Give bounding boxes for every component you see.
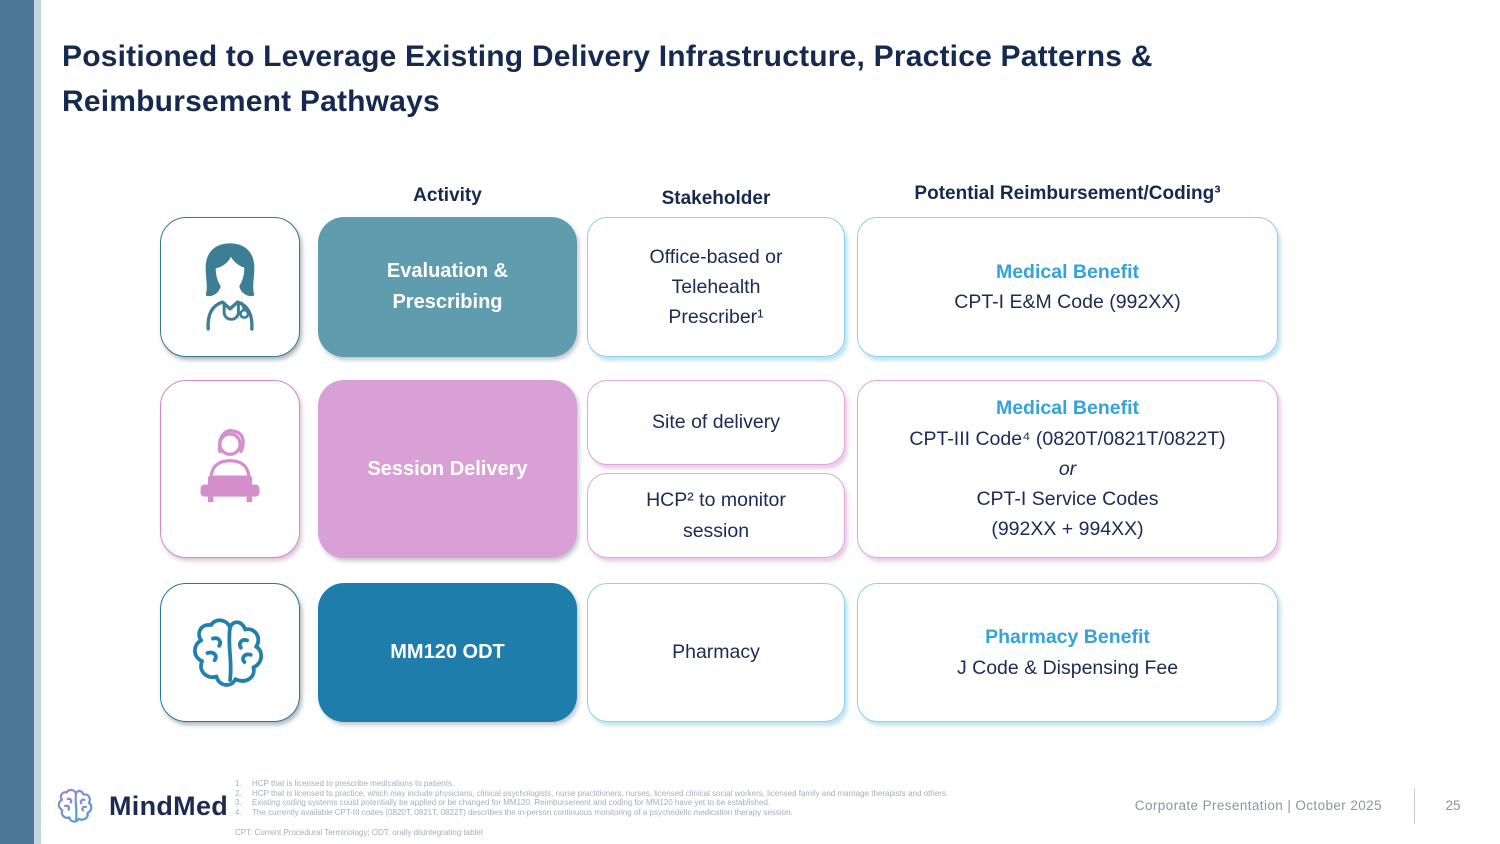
mindmed-wordmark: MindMed	[109, 790, 229, 821]
footnote-4: The currently available CPT-III codes (0…	[252, 807, 793, 817]
reimbursement-code-line: CPT-III Code⁴ (0820T/0821T/0822T)	[909, 427, 1226, 450]
table-row-session-delivery: Session Delivery Site of delivery HCP² t…	[160, 380, 1278, 558]
reimbursement-code-line: CPT-I E&M Code (992XX)	[954, 291, 1181, 313]
column-header-activity: Activity	[413, 185, 482, 206]
footnote-1: HCP that is licensed to prescribe medica…	[252, 779, 455, 788]
abbreviations-note: CPT: Current Procedural Terminology; ODT…	[235, 828, 483, 837]
presentation-footer-label: Corporate Presentation | October 2025	[1134, 798, 1382, 813]
page-title: Positioned to Leverage Existing Delivery…	[62, 40, 1153, 118]
benefit-heading: Pharmacy Benefit	[985, 626, 1150, 649]
activity-mm120-odt: MM120 ODT	[318, 583, 577, 722]
left-accent-bar	[0, 0, 34, 844]
table-row-mm120-odt: MM120 ODT Pharmacy Pharmacy Benefit J Co…	[160, 583, 1278, 722]
mindmed-brain-logo-icon	[57, 788, 93, 823]
left-accent-bar-light	[34, 0, 41, 844]
footnotes-list: HCP that is licensed to prescribe medica…	[235, 779, 1115, 817]
benefit-heading: Medical Benefit	[995, 397, 1140, 420]
therapy-session-couch-icon	[160, 380, 300, 558]
stakeholder-hcp-monitor: HCP² to monitor session	[587, 473, 845, 558]
reimbursement-code-line: (992XX + 994XX)	[991, 518, 1144, 541]
column-header-reimbursement: Potential Reimbursement/Coding³	[914, 183, 1221, 204]
footnote-3: Existing coding systems could potentiall…	[252, 798, 771, 808]
stakeholder-prescriber: Office-based or Telehealth Prescriber¹	[587, 217, 845, 357]
reimbursement-pharmacy-benefit: Pharmacy Benefit J Code & Dispensing Fee	[857, 583, 1278, 722]
reimbursement-medical-benefit-1: Medical Benefit CPT-I E&M Code (992XX)	[857, 217, 1278, 357]
reimbursement-medical-benefit-2: Medical Benefit CPT-III Code⁴ (0820T/082…	[857, 380, 1278, 558]
reimbursement-code-line: J Code & Dispensing Fee	[956, 656, 1179, 679]
footer-divider	[1414, 788, 1415, 824]
benefit-heading: Medical Benefit	[995, 260, 1140, 283]
activity-session-delivery: Session Delivery	[318, 380, 577, 558]
footnote-2: HCP that is licensed to practice, which …	[252, 788, 949, 798]
brain-icon	[160, 583, 300, 722]
doctor-icon	[160, 217, 300, 357]
stakeholder-site-of-delivery: Site of delivery	[587, 380, 845, 465]
reimbursement-code-line: CPT-I Service Codes	[976, 488, 1159, 511]
stakeholder-pharmacy: Pharmacy	[587, 583, 845, 722]
activity-evaluation-prescribing: Evaluation & Prescribing	[318, 217, 577, 357]
table-row-evaluation-prescribing: Evaluation & Prescribing Office-based or…	[160, 217, 1278, 357]
page-number: 25	[1445, 798, 1461, 813]
mindmed-logo: MindMed	[53, 784, 228, 828]
reimbursement-or-line: or	[1058, 457, 1077, 480]
column-header-stakeholder: Stakeholder	[661, 188, 771, 209]
